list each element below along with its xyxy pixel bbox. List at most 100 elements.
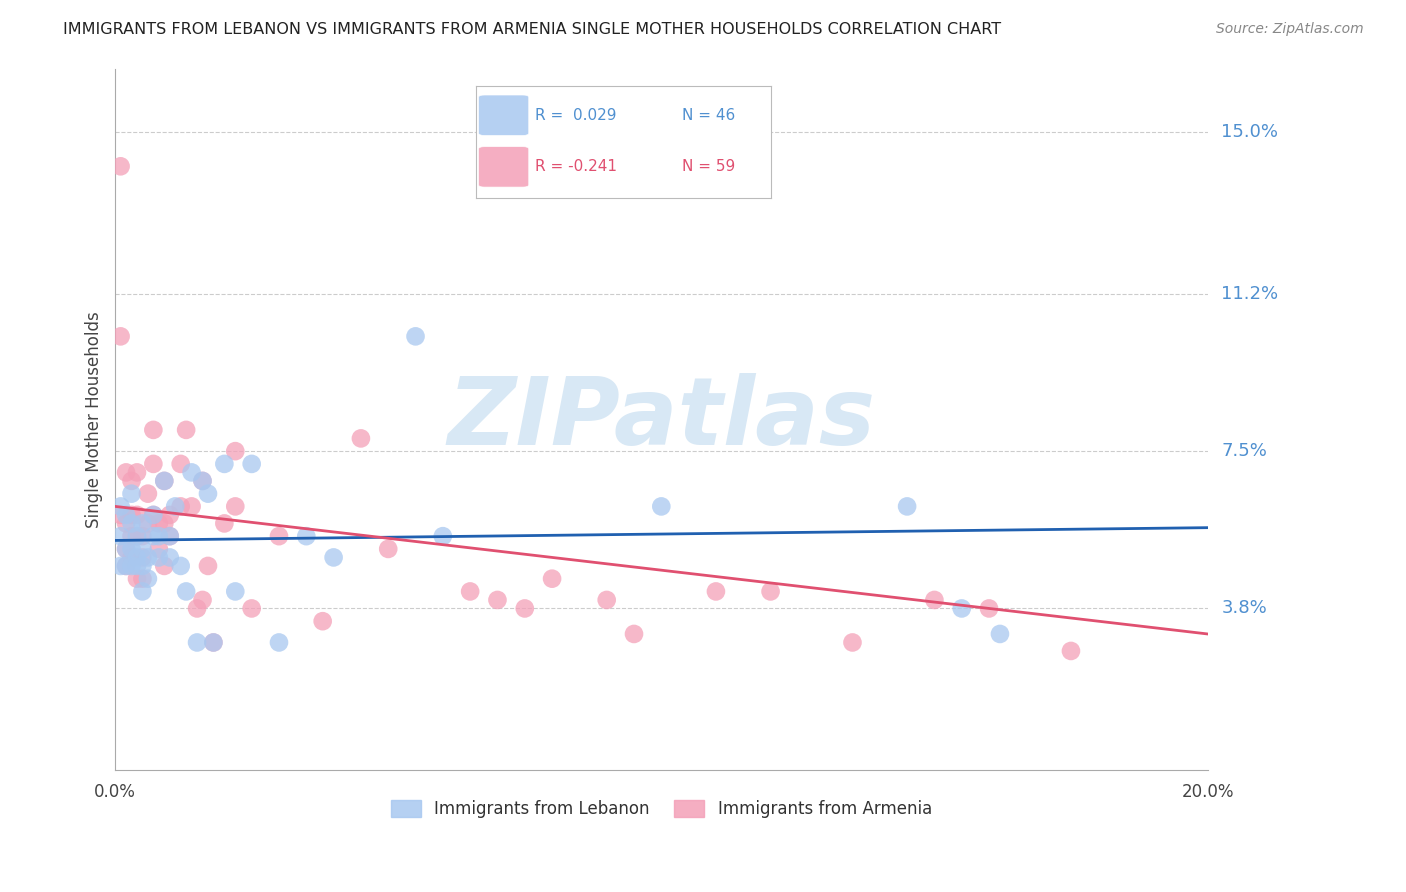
Point [174,423,197,437]
Point [142,423,165,437]
Point [924,593,946,607]
Point [197,486,219,500]
Point [377,541,399,556]
Point [110,508,132,522]
Point [224,584,246,599]
Point [174,584,197,599]
Point [159,508,181,522]
Point [131,558,153,573]
Point [131,516,153,531]
Point [153,558,176,573]
Point [121,558,143,573]
Point [704,584,727,599]
Point [136,486,159,500]
Point [110,159,132,173]
Point [148,541,170,556]
Text: IMMIGRANTS FROM LEBANON VS IMMIGRANTS FROM ARMENIA SINGLE MOTHER HOUSEHOLDS CORR: IMMIGRANTS FROM LEBANON VS IMMIGRANTS FR… [63,22,1001,37]
Point [191,593,214,607]
Point [988,627,1011,641]
Point [121,541,143,556]
Point [159,529,181,543]
Point [131,529,153,543]
Point [350,431,373,445]
Point [191,474,214,488]
Point [121,550,143,565]
Point [159,550,181,565]
Point [153,474,176,488]
Point [131,584,153,599]
Point [125,550,148,565]
Point [458,584,481,599]
Point [541,572,564,586]
Point [121,486,143,500]
Point [240,457,263,471]
Point [125,466,148,480]
Point [136,572,159,586]
Point [136,516,159,531]
Point [131,572,153,586]
Point [180,466,202,480]
Point [170,457,193,471]
Point [186,601,208,615]
Point [110,558,132,573]
Point [1060,644,1083,658]
Point [110,500,132,514]
Point [295,529,318,543]
Point [153,474,176,488]
Point [623,627,645,641]
Point [180,500,202,514]
Point [267,635,290,649]
Point [159,529,181,543]
Point [405,329,427,343]
Point [115,541,138,556]
Point [115,516,138,531]
Point [115,541,138,556]
Point [759,584,782,599]
Point [121,529,143,543]
Point [841,635,863,649]
Point [125,529,148,543]
Point [191,474,214,488]
Point [110,529,132,543]
Point [186,635,208,649]
Point [214,457,236,471]
Point [432,529,454,543]
Point [170,500,193,514]
Point [121,474,143,488]
Point [131,550,153,565]
Legend: Immigrants from Lebanon, Immigrants from Armenia: Immigrants from Lebanon, Immigrants from… [384,793,939,825]
Point [110,329,132,343]
Point [142,508,165,522]
Point [153,516,176,531]
Point [115,508,138,522]
Point [896,500,918,514]
Point [322,550,344,565]
Point [131,541,153,556]
Text: 3.8%: 3.8% [1222,599,1267,617]
Point [125,572,148,586]
Point [115,558,138,573]
Y-axis label: Single Mother Households: Single Mother Households [86,311,103,528]
Point [142,508,165,522]
Point [202,635,225,649]
Text: 7.5%: 7.5% [1222,442,1267,460]
Point [121,516,143,531]
Point [170,558,193,573]
Point [267,529,290,543]
Point [125,558,148,573]
Text: ZIPatlas: ZIPatlas [447,373,876,466]
Point [115,558,138,573]
Point [148,529,170,543]
Point [950,601,973,615]
Point [121,508,143,522]
Point [142,457,165,471]
Text: 11.2%: 11.2% [1222,285,1278,303]
Point [115,466,138,480]
Point [224,500,246,514]
Point [224,444,246,458]
Point [312,614,335,628]
Point [125,529,148,543]
Point [165,500,187,514]
Point [486,593,509,607]
Point [240,601,263,615]
